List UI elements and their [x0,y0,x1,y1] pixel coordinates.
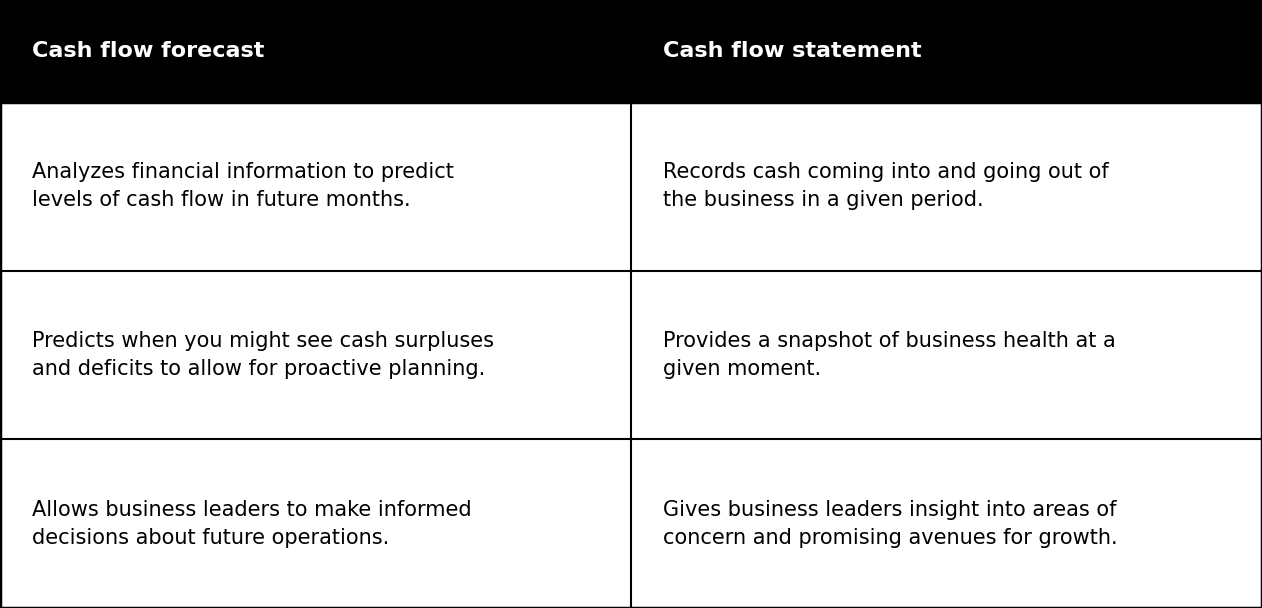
Text: Provides a snapshot of business health at a
given moment.: Provides a snapshot of business health a… [663,331,1116,379]
Text: Allows business leaders to make informed
decisions about future operations.: Allows business leaders to make informed… [32,500,471,548]
Text: Gives business leaders insight into areas of
concern and promising avenues for g: Gives business leaders insight into area… [663,500,1117,548]
Text: Cash flow statement: Cash flow statement [663,41,921,61]
Text: Cash flow forecast: Cash flow forecast [32,41,264,61]
Text: Predicts when you might see cash surpluses
and deficits to allow for proactive p: Predicts when you might see cash surplus… [32,331,493,379]
Text: Analyzes financial information to predict
levels of cash flow in future months.: Analyzes financial information to predic… [32,162,453,210]
Bar [0,0,1262,102]
Text: Records cash coming into and going out of
the business in a given period.: Records cash coming into and going out o… [663,162,1108,210]
